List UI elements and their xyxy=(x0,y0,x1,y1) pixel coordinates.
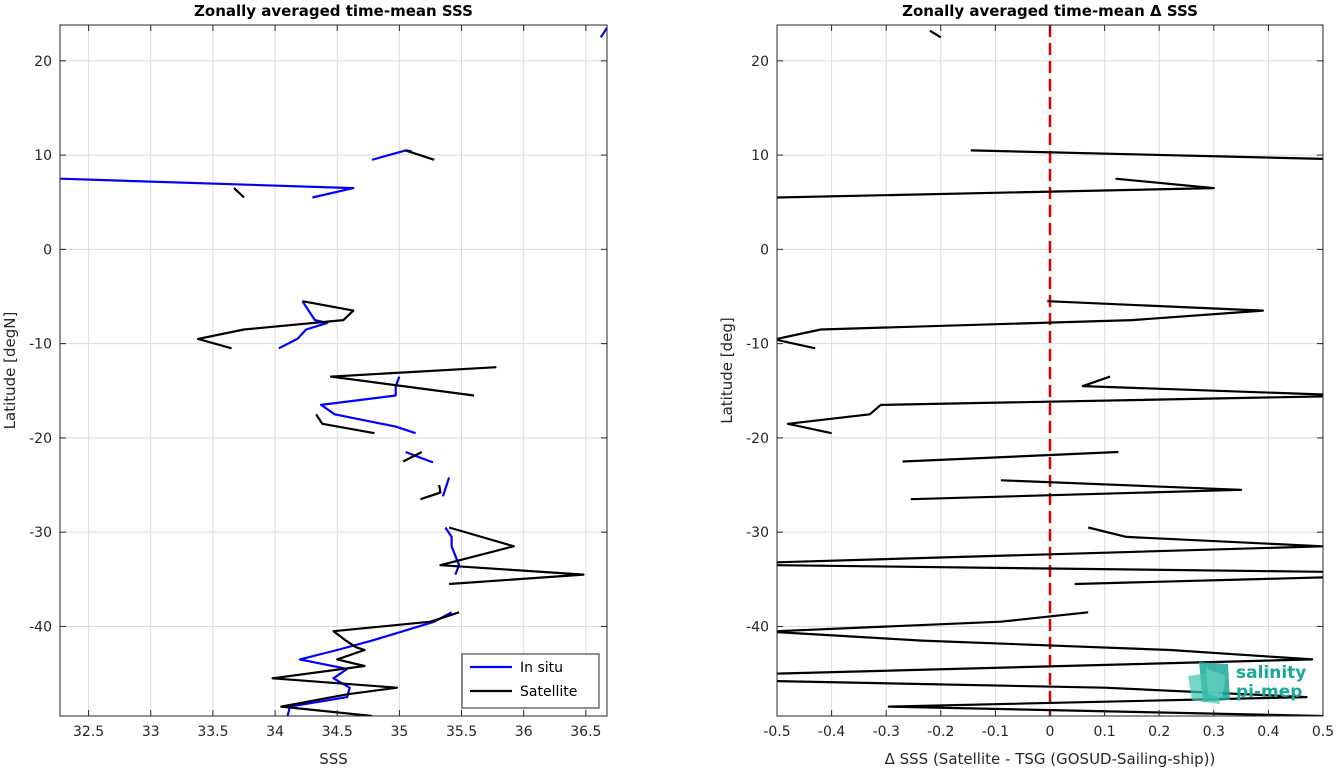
x-tick-label: -0.4 xyxy=(818,724,845,740)
x-tick-label: 36.5 xyxy=(570,724,601,740)
x-tick-label: 33.5 xyxy=(197,724,228,740)
y-axis-label: Latitude [degN] xyxy=(1,312,19,430)
y-tick-label: -30 xyxy=(29,525,52,541)
x-tick-label: 0.5 xyxy=(1312,724,1334,740)
logo-line2: pi-mep xyxy=(1236,682,1302,702)
y-tick-label: -20 xyxy=(29,431,52,447)
series-delta-sss-line xyxy=(1074,576,1323,586)
y-tick-label: 10 xyxy=(751,148,769,164)
y-tick-label: -40 xyxy=(746,619,769,635)
logo-shape xyxy=(1206,668,1226,698)
series-delta-sss-line xyxy=(910,479,1243,501)
x-tick-label: 36 xyxy=(515,724,533,740)
data-layer xyxy=(60,27,607,716)
x-tick-label: 32.5 xyxy=(73,724,104,740)
x-axis-label: Δ SSS (Satellite - TSG (GOSUD-Sailing-sh… xyxy=(885,750,1216,768)
y-axis-label: Latitude [deg] xyxy=(718,317,736,423)
data-layer xyxy=(777,25,1323,716)
y-tick-label: -10 xyxy=(746,337,769,353)
plot-1: 32.5 33 33.5 34 34.5 35 35.5 36 36.5 20 10 0 -10 -20 -… xyxy=(1,2,608,768)
series-satellite-line xyxy=(405,149,435,161)
x-tick-label: 34 xyxy=(266,724,284,740)
series-satellite-line xyxy=(439,526,585,586)
series-delta-sss-line xyxy=(777,526,1323,564)
series-delta-sss-line xyxy=(777,631,1314,675)
x-axis-label: SSS xyxy=(319,750,348,768)
legend-label-satellite: Satellite xyxy=(520,684,577,700)
series-satellite-line xyxy=(271,611,460,716)
legend: In situ Satellite xyxy=(461,653,600,709)
series-delta-sss-line xyxy=(902,450,1119,463)
y-tick-label: -40 xyxy=(29,619,52,635)
legend-box xyxy=(461,653,600,709)
y-tick-label: 20 xyxy=(751,54,769,70)
x-tick-label: 34.5 xyxy=(322,724,353,740)
series-satellite-line xyxy=(315,413,375,435)
series-satellite-line xyxy=(420,484,442,501)
series-in-situ-line xyxy=(441,477,451,497)
series-delta-sss-line xyxy=(929,29,942,39)
y-tick-label: 0 xyxy=(760,242,769,258)
legend-label-in-situ: In situ xyxy=(520,660,563,676)
series-in-situ-line xyxy=(286,611,453,716)
x-tick-label: 0 xyxy=(1046,724,1055,740)
series-delta-sss-line xyxy=(777,564,1323,573)
x-tick-label: 0.2 xyxy=(1148,724,1170,740)
plot-frame xyxy=(59,24,608,717)
logo-line1: salinity xyxy=(1236,663,1306,683)
series-delta-sss-line xyxy=(786,395,1323,435)
y-tick-label: -10 xyxy=(29,337,52,353)
series-in-situ-line xyxy=(599,27,607,38)
y-tick-label: 0 xyxy=(43,242,52,258)
chart-title: Zonally averaged time-mean Δ SSS xyxy=(902,2,1198,20)
series-satellite-line xyxy=(233,187,245,199)
series-delta-sss-line xyxy=(777,611,1089,633)
x-tick-label: 35 xyxy=(390,724,408,740)
x-tick-label: 35.5 xyxy=(446,724,477,740)
x-tick-label: -0.1 xyxy=(982,724,1009,740)
plot-2: -0.5 -0.4 -0.3 -0.2 -0.1 0 0.1 0.2 0.3 0.4 0.5 20 10… xyxy=(718,2,1334,768)
series-delta-sss-line xyxy=(1081,375,1323,396)
y-tick-label: -30 xyxy=(746,525,769,541)
series-delta-sss-line xyxy=(777,177,1215,199)
x-tick-label: -0.2 xyxy=(927,724,954,740)
series-delta-sss-line xyxy=(970,149,1323,160)
series-in-situ-line xyxy=(278,300,329,350)
x-tick-label: 0.3 xyxy=(1203,724,1225,740)
y-tick-label: 10 xyxy=(34,148,52,164)
series-delta-sss-line xyxy=(777,300,1265,340)
series-delta-sss-line xyxy=(777,338,816,350)
chart-title: Zonally averaged time-mean SSS xyxy=(194,2,473,20)
series-in-situ-line xyxy=(60,177,355,199)
y-tick-label: -20 xyxy=(746,431,769,447)
series-in-situ-line xyxy=(444,526,461,576)
series-delta-sss-line xyxy=(777,680,1323,716)
x-tick-label: 0.4 xyxy=(1257,724,1279,740)
x-tick-label: 33 xyxy=(142,724,160,740)
x-tick-label: -0.3 xyxy=(873,724,900,740)
series-satellite-line xyxy=(329,366,497,397)
series-in-situ-line xyxy=(405,450,434,464)
series-satellite-line xyxy=(402,451,423,463)
y-tick-label: 20 xyxy=(34,54,52,70)
x-tick-label: -0.5 xyxy=(763,724,790,740)
x-tick-label: 0.1 xyxy=(1093,724,1115,740)
series-satellite-line xyxy=(196,300,355,350)
